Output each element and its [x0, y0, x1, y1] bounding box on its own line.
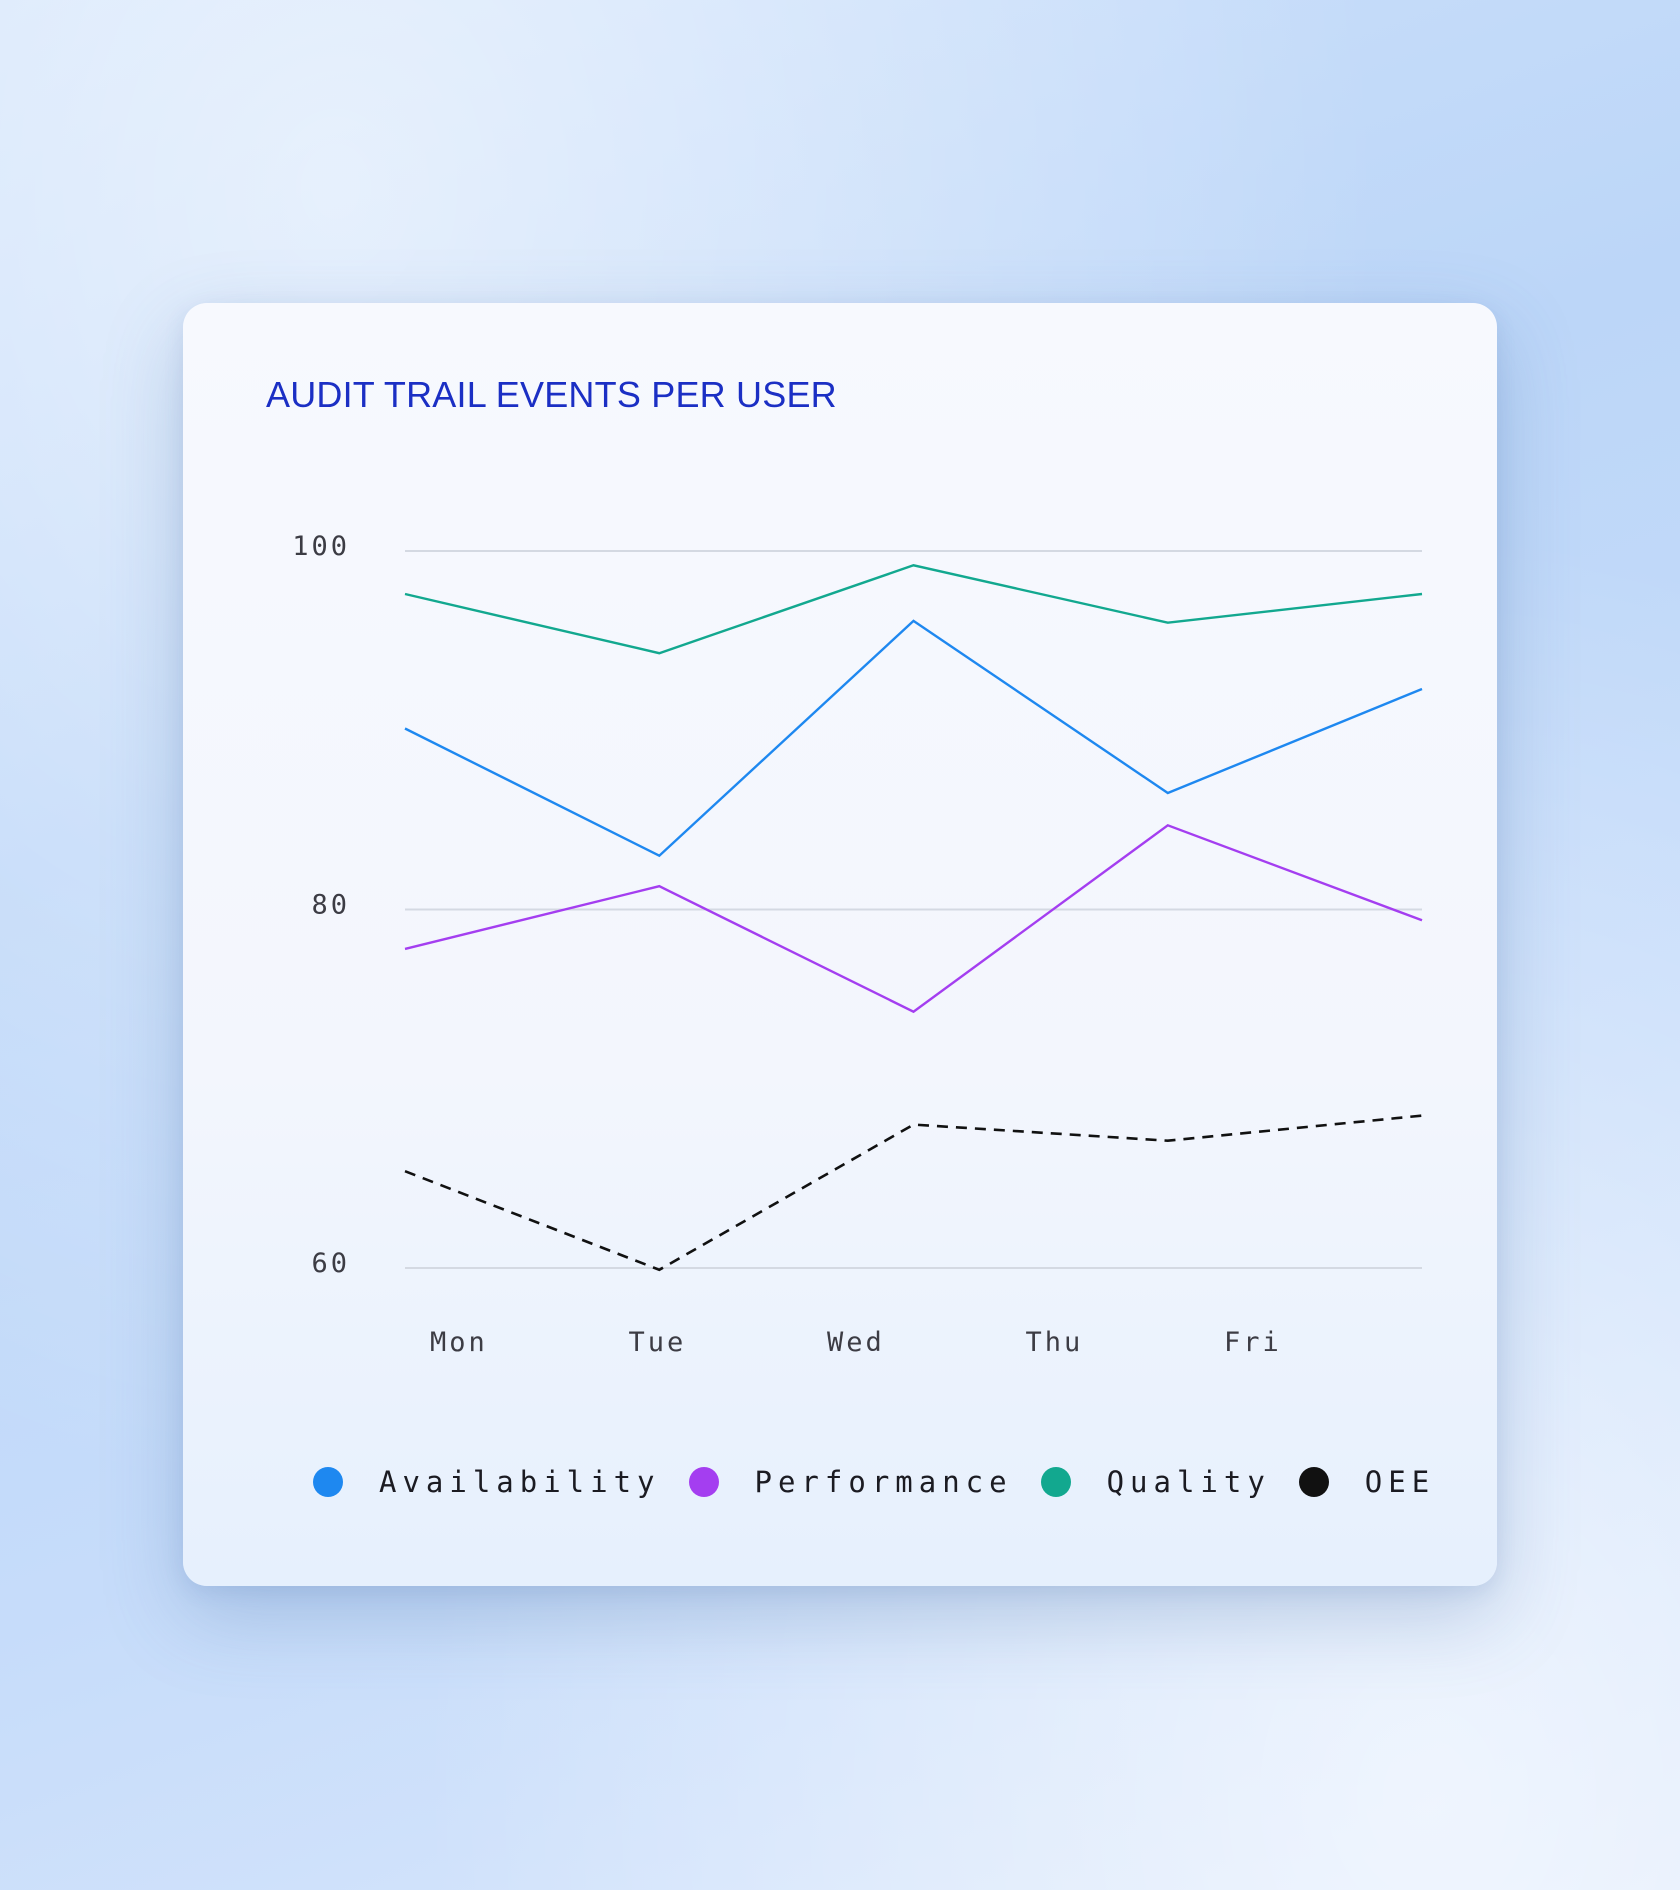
x-tick-label-fri: Fri [1224, 1327, 1282, 1358]
chart-title: AUDIT TRAIL EVENTS PER USER [266, 374, 837, 415]
y-tick-label: 60 [311, 1248, 350, 1279]
legend-swatch-availability [313, 1467, 343, 1497]
legend-label: OEE [1364, 1465, 1436, 1499]
x-tick-label-mon: Mon [430, 1327, 488, 1358]
grid-lines [405, 550, 1422, 1269]
x-axis-tick-labels: Mon Tue Wed Thu Fri [430, 1327, 1282, 1358]
series-line-availability [404, 619, 1423, 858]
legend-swatch-performance [688, 1467, 719, 1497]
y-tick-label: 100 [292, 531, 350, 562]
legend-swatch-quality [1040, 1467, 1071, 1497]
legend-item-oee: OEE [1298, 1465, 1436, 1499]
x-tick-label-wed: Wed [827, 1327, 885, 1358]
legend-item-quality: Quality [1040, 1465, 1271, 1499]
legend-item-performance: Performance [688, 1465, 1013, 1499]
series-line-performance [404, 823, 1423, 1014]
chart-legend: Availability Performance Quality OEE [313, 1460, 1435, 1504]
legend-item-availability: Availability [313, 1465, 661, 1499]
series-line-quality [404, 564, 1423, 655]
legend-label: Performance [754, 1465, 1013, 1499]
x-tick-label-tue: Tue [629, 1327, 687, 1358]
x-tick-label-thu: Thu [1026, 1327, 1084, 1358]
y-tick-label: 80 [311, 890, 350, 921]
legend-label: Quality [1106, 1465, 1271, 1499]
y-axis-tick-labels: 100 80 60 [292, 531, 350, 1279]
series-lines [404, 564, 1423, 1272]
series-line-oee [404, 1114, 1423, 1272]
legend-swatch-oee [1298, 1467, 1329, 1497]
chart-card [183, 303, 1497, 1586]
legend-label: Availability [379, 1465, 661, 1499]
